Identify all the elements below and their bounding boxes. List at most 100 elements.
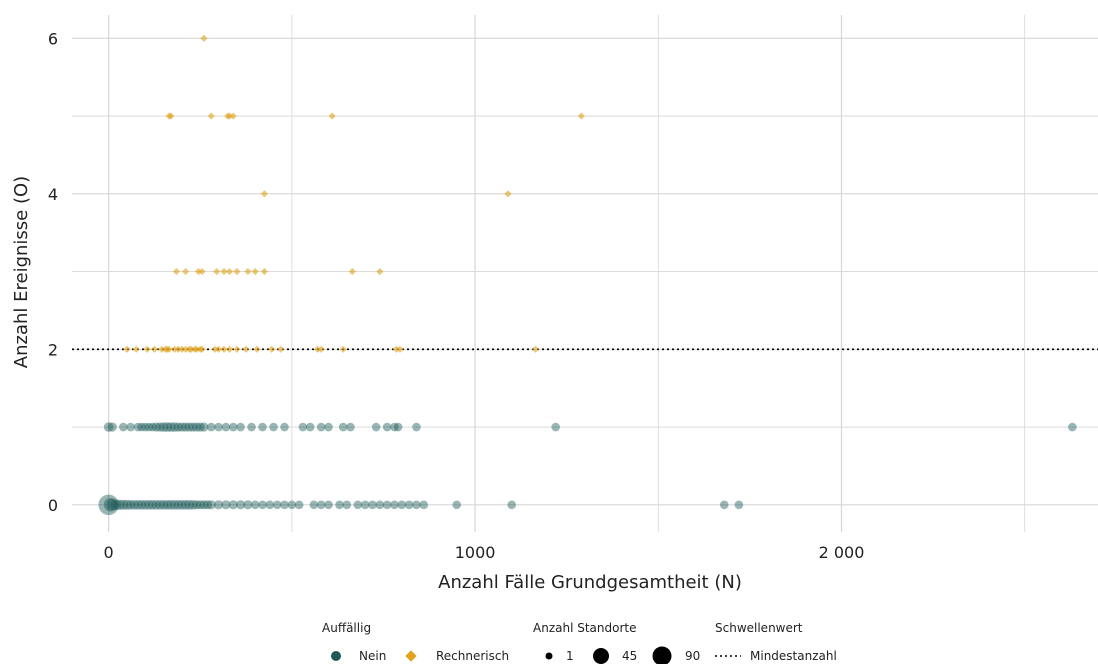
data-point-nein [221,500,231,510]
legend-title-schwellenwert: Schwellenwert [715,621,803,635]
data-point-rechnerisch [174,345,182,353]
data-point-rechnerisch [531,345,540,353]
data-point-nein [298,422,308,432]
data-point-nein [272,500,282,510]
data-point-rechnerisch [172,267,181,276]
legend-key-nein [331,651,341,661]
data-point-nein [719,500,729,510]
data-point-nein [206,500,216,510]
data-point-rechnerisch [132,345,140,353]
data-point-nein [280,422,289,432]
data-point-nein [121,499,132,510]
legend-size-45 [593,648,609,664]
data-point-nein [390,500,399,510]
data-point-rechnerisch [260,267,268,276]
data-point-rechnerisch [328,112,336,120]
data-point-nein [136,499,147,510]
data-point-nein [1068,422,1077,432]
data-point-nein [243,500,253,510]
data-point-nein [287,500,297,510]
x-tick-label: 2 000 [819,543,865,562]
data-point-nein [191,422,202,432]
data-point-nein [188,422,198,432]
data-point-nein [382,500,392,510]
data-point-rechnerisch [339,345,347,353]
data-point-nein [195,500,205,510]
legend-key-rechnerisch [405,650,417,662]
data-point-nein [294,500,304,510]
data-point-rechnerisch [143,345,151,353]
data-point-nein [103,498,118,512]
data-point-nein [169,499,180,510]
data-point-rechnerisch [225,267,234,276]
data-point-rechnerisch [171,345,179,353]
data-point-rechnerisch [244,267,252,276]
x-axis-title: Anzahl Fälle Grundgesamtheit (N) [438,572,742,593]
data-point-nein [228,500,238,510]
data-point-nein [184,499,195,510]
legend: Auffällig Nein Rechnerisch Anzahl Stando… [322,621,837,664]
data-point-nein [173,499,184,510]
data-point-nein [103,422,114,432]
legend-label-mindestanzahl: Mindestanzahl [750,649,837,663]
data-point-rechnerisch [150,345,159,353]
data-point-nein [235,500,246,510]
data-point-nein [114,499,125,510]
legend-label-nein: Nein [359,649,386,663]
legend-label-rechnerisch: Rechnerisch [436,649,509,663]
data-point-rechnerisch [376,267,384,276]
data-point-rechnerisch [194,267,203,276]
data-point-nein [184,422,194,432]
data-point-nein [419,500,429,510]
data-point-rechnerisch [214,345,223,353]
data-point-nein [195,422,205,432]
data-point-nein [166,422,176,432]
data-point-nein [162,499,173,510]
data-point-nein [119,422,128,432]
data-point-nein [140,422,150,432]
data-point-nein [324,500,333,510]
data-point-nein [393,422,403,432]
data-point-nein [125,499,136,510]
data-point-nein [397,500,407,510]
data-point-nein [129,499,140,510]
data-point-rechnerisch [253,345,261,353]
data-point-nein [452,500,462,510]
data-point-nein [162,422,173,432]
data-point-rechnerisch [348,267,356,276]
data-point-nein [412,422,421,432]
legend-label-size-45: 45 [622,649,637,663]
data-point-nein [551,422,560,432]
data-point-rechnerisch [200,34,208,42]
data-point-nein [236,422,245,432]
data-point-nein [181,422,191,432]
data-point-nein [158,422,169,432]
data-point-rechnerisch [167,112,175,120]
data-point-rechnerisch [211,345,219,353]
data-point-rechnerisch [198,345,206,353]
data-point-nein [269,422,278,432]
data-point-rechnerisch [220,267,228,276]
data-point-nein [147,499,158,510]
data-point-nein [98,494,119,516]
data-point-nein [137,422,146,432]
legend-size-1 [545,652,553,660]
data-point-rechnerisch [268,345,276,353]
data-point-rechnerisch [207,112,215,120]
data-point-nein [258,500,267,510]
data-point-rechnerisch [213,267,221,276]
data-point-nein [155,499,165,510]
data-point-nein [280,500,289,510]
grid-layer [72,15,1098,532]
points-layer [98,34,1077,516]
data-point-nein [133,422,143,432]
data-point-rechnerisch [123,345,131,353]
data-point-nein [173,422,183,432]
legend-title-auffaellig: Auffällig [322,621,371,635]
data-point-nein [151,422,161,432]
x-tick-label: 0 [104,543,114,562]
data-point-nein [191,500,202,510]
data-point-rechnerisch [225,112,234,120]
